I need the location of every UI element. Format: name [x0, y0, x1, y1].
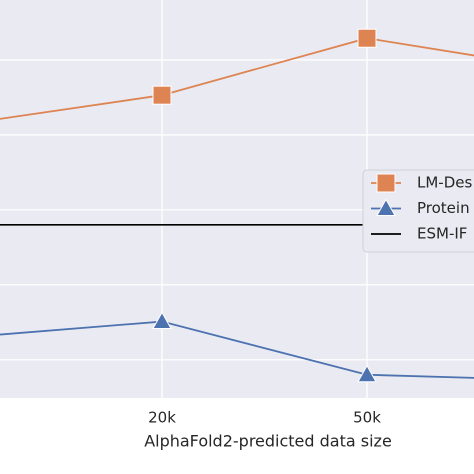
- x-tick-label: 50k: [353, 409, 381, 427]
- x-axis-label: AlphaFold2-predicted data size: [144, 432, 392, 451]
- marker: [376, 198, 396, 216]
- marker: [152, 85, 172, 105]
- marker: [152, 311, 172, 330]
- marker: [357, 28, 377, 48]
- series-line: [0, 37, 474, 120]
- legend-label: LM-Des: [417, 174, 472, 192]
- marker: [376, 173, 396, 193]
- legend-label: Protein: [417, 199, 470, 217]
- x-tick-label: 20k: [148, 409, 176, 427]
- legend-label: ESM-IF: [417, 225, 467, 243]
- axes-labels: 20k 50k: [148, 409, 381, 427]
- plot: LM-Des Protein ESM-IF: [0, 0, 474, 398]
- marker: [357, 364, 377, 383]
- series-line: [0, 320, 474, 379]
